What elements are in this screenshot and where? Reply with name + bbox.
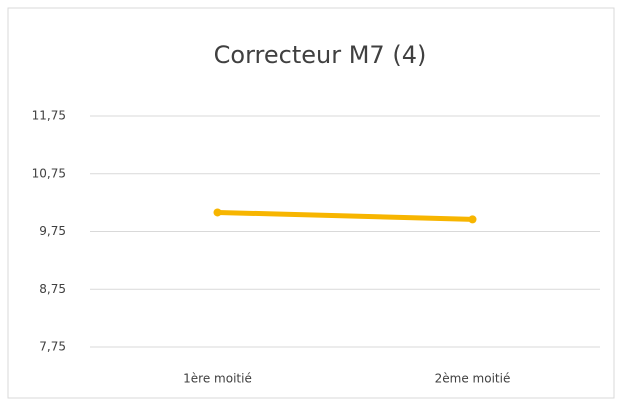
- y-tick-label: 9,75: [39, 224, 66, 238]
- y-tick-label: 7,75: [39, 340, 66, 354]
- chart-title: Correcteur M7 (4): [214, 41, 427, 69]
- y-tick-label: 8,75: [39, 282, 66, 296]
- y-tick-label: 10,75: [32, 166, 66, 180]
- chart-border: [7, 7, 615, 399]
- x-tick-label: 1ère moitié: [183, 372, 252, 386]
- series-line: [215, 209, 475, 222]
- point: [213, 208, 222, 217]
- y-tick-label: 11,75: [32, 109, 66, 123]
- x-tick-label: 2ème moitié: [435, 372, 511, 386]
- point: [468, 215, 477, 224]
